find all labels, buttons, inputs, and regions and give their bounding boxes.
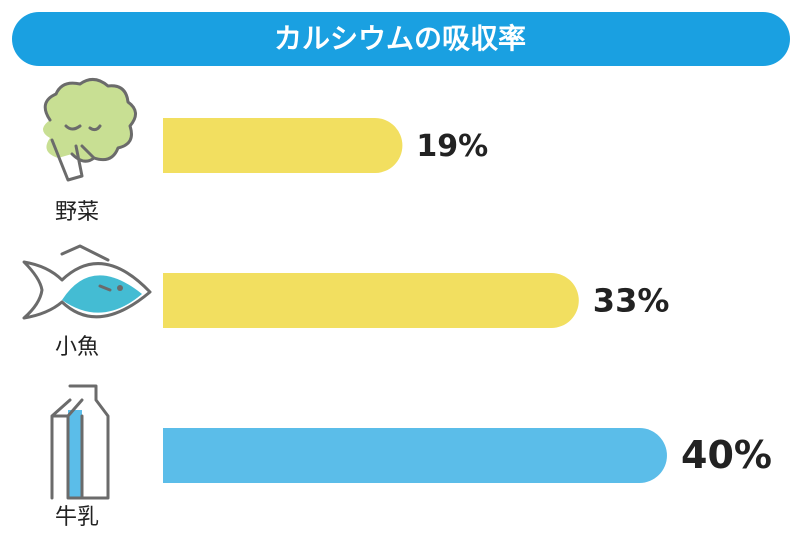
category-label: 野菜 [55,200,99,225]
category-label: 牛乳 [55,505,99,530]
bar [163,118,403,173]
broccoli-icon [43,78,137,182]
bar [163,428,667,483]
bar [163,273,579,328]
chart-title: カルシウムの吸収率 [274,22,526,55]
category-label: 小魚 [55,335,99,360]
title-banner [12,12,790,66]
value-label: 19% [416,129,488,164]
value-label: 33% [593,282,670,320]
fish-icon [22,244,152,320]
value-label: 40% [681,433,772,477]
milk-icon [50,384,110,500]
